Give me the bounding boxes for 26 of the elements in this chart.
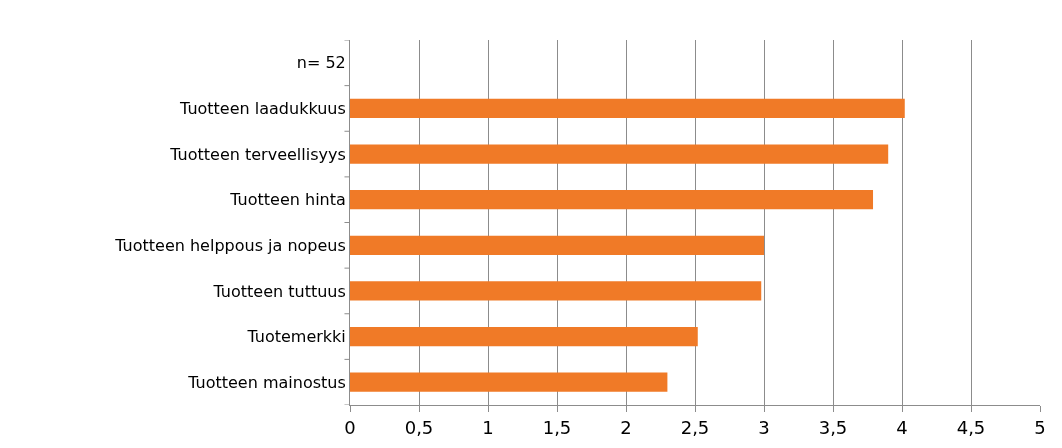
bar [350, 235, 764, 255]
x-tick-label: 0 [344, 416, 356, 438]
y-tick-label: Tuotemerkki [246, 327, 346, 347]
y-tick-label: n= 52 [296, 53, 346, 73]
bar [350, 190, 874, 210]
y-tick-label: Tuotteen hinta [229, 190, 346, 210]
y-tick-label: Tuotteen helppous ja nopeus [114, 235, 346, 255]
y-tick-label: Tuotteen terveellisyys [169, 144, 346, 164]
y-tick-label: Tuotteen mainostus [187, 372, 346, 392]
x-tick-label: 4,5 [956, 416, 986, 438]
bar [350, 98, 905, 119]
x-tick-label: 5 [1034, 416, 1046, 438]
y-tick-label: Tuotteen laadukkuus [179, 99, 346, 119]
x-tick-label: 3 [758, 416, 770, 438]
x-tick-label: 1 [482, 416, 494, 438]
x-tick-label: 1,5 [542, 416, 572, 438]
bar [350, 281, 762, 301]
x-tick-label: 2,5 [680, 416, 710, 438]
x-tick-label: 0,5 [404, 416, 434, 438]
y-tick-label: Tuotteen tuttuus [212, 281, 346, 301]
bar [350, 372, 668, 392]
bar [350, 144, 889, 164]
x-tick-label: 4 [896, 416, 908, 438]
x-tick-label: 3,5 [818, 416, 848, 438]
x-tick-label: 2 [620, 416, 632, 438]
bar [350, 326, 698, 347]
